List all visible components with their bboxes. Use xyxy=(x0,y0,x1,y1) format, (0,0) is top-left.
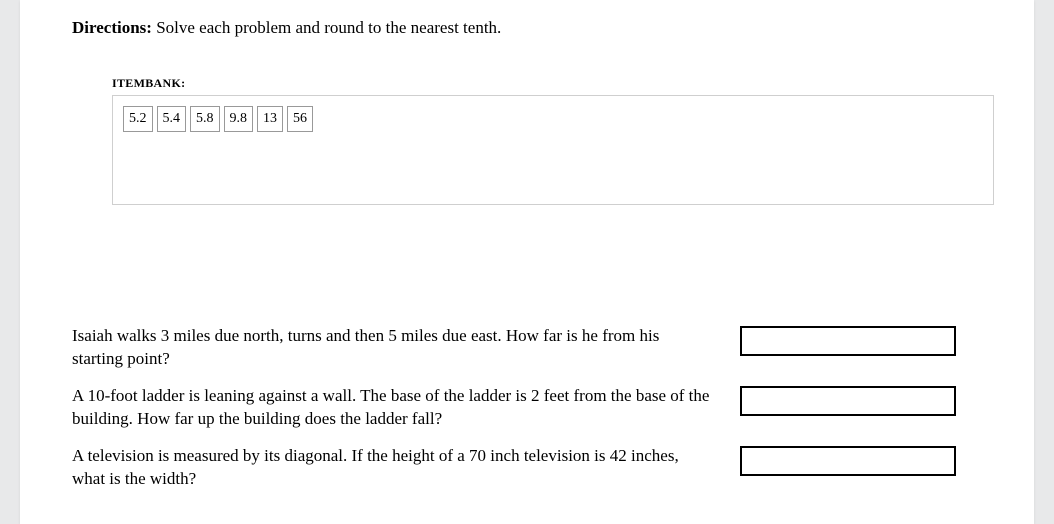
directions-text: Solve each problem and round to the near… xyxy=(152,18,501,37)
question-text: A 10-foot ladder is leaning against a wa… xyxy=(72,385,712,431)
itembank-items: 5.2 5.4 5.8 9.8 13 56 xyxy=(123,106,983,132)
item-draggable[interactable]: 56 xyxy=(287,106,313,132)
item-draggable[interactable]: 9.8 xyxy=(224,106,254,132)
questions-section: Isaiah walks 3 miles due north, turns an… xyxy=(72,325,994,491)
item-draggable[interactable]: 5.8 xyxy=(190,106,220,132)
itembank-box: 5.2 5.4 5.8 9.8 13 56 xyxy=(112,95,994,205)
question-row: A television is measured by its diagonal… xyxy=(72,445,994,491)
answer-dropzone[interactable] xyxy=(740,446,956,476)
item-draggable[interactable]: 5.4 xyxy=(157,106,187,132)
worksheet-page: Directions: Solve each problem and round… xyxy=(20,0,1034,524)
directions-line: Directions: Solve each problem and round… xyxy=(72,18,994,38)
item-draggable[interactable]: 5.2 xyxy=(123,106,153,132)
itembank-label: ITEMBANK: xyxy=(112,76,994,91)
answer-dropzone[interactable] xyxy=(740,386,956,416)
question-text: Isaiah walks 3 miles due north, turns an… xyxy=(72,325,712,371)
question-text: A television is measured by its diagonal… xyxy=(72,445,712,491)
item-draggable[interactable]: 13 xyxy=(257,106,283,132)
directions-label: Directions: xyxy=(72,18,152,37)
question-row: A 10-foot ladder is leaning against a wa… xyxy=(72,385,994,431)
answer-dropzone[interactable] xyxy=(740,326,956,356)
itembank-section: ITEMBANK: 5.2 5.4 5.8 9.8 13 56 xyxy=(112,76,994,205)
question-row: Isaiah walks 3 miles due north, turns an… xyxy=(72,325,994,371)
